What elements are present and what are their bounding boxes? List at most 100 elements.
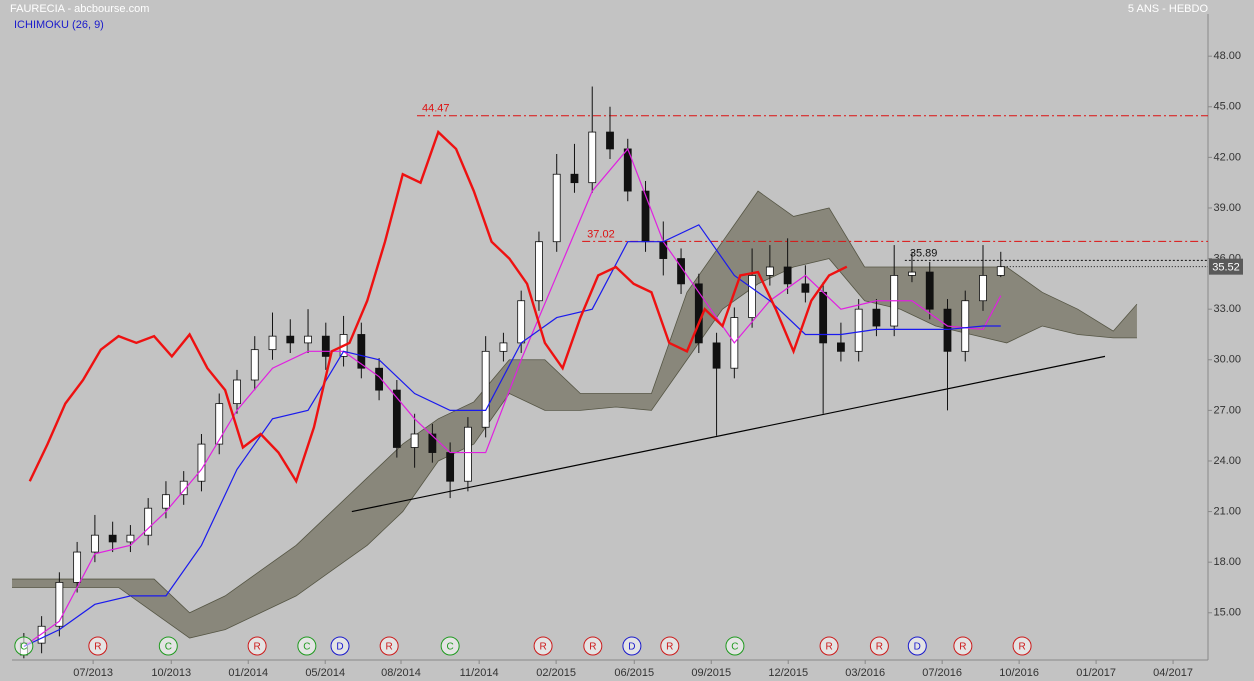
signal-label: C: [165, 642, 172, 653]
candle-body: [215, 403, 224, 445]
signal-marker: [583, 636, 603, 656]
candle-body: [197, 443, 206, 482]
candle-body: [748, 275, 756, 319]
candle-body: [90, 534, 99, 553]
signal-marker: [725, 636, 745, 656]
candle-body: [179, 480, 188, 496]
indicator-line: [23, 224, 1001, 648]
signal-label: R: [94, 642, 101, 653]
candle-body: [606, 131, 614, 150]
x-tick-label: 01/2017: [1076, 667, 1116, 679]
candle-body: [783, 266, 792, 285]
candle-body: [854, 308, 863, 352]
signal-label: R: [825, 642, 832, 653]
cloud-edge: [12, 190, 1138, 614]
candle-body: [517, 300, 526, 344]
x-tick-label: 03/2016: [845, 667, 885, 679]
candle-body: [428, 433, 437, 453]
candle-body: [481, 350, 490, 428]
x-tick-label: 07/2013: [73, 667, 113, 679]
y-tick-label: 27.00: [1213, 404, 1241, 416]
x-tick-label: 11/2014: [460, 667, 499, 679]
candle-body: [588, 131, 597, 184]
candle-body: [162, 494, 170, 509]
signal-label: D: [914, 642, 921, 653]
x-tick-label: 04/2017: [1153, 667, 1193, 679]
signal-label: C: [731, 642, 738, 653]
candle-body: [570, 173, 579, 184]
candle-body: [837, 342, 845, 352]
candle-body: [801, 283, 810, 293]
level-label: 35.89: [910, 247, 938, 259]
signal-label: R: [959, 642, 966, 653]
candle-body: [392, 389, 401, 448]
x-tick-label: 10/2016: [999, 667, 1039, 679]
signal-label: R: [666, 642, 673, 653]
level-label: 37.02: [587, 228, 615, 240]
candle-body: [943, 308, 952, 352]
x-tick-label: 07/2016: [922, 667, 962, 679]
chart-subtitle: 5 ANS - HEBDO: [1128, 3, 1209, 15]
candle-body: [108, 534, 117, 543]
y-tick-label: 24.00: [1213, 455, 1241, 467]
x-tick-label: 10/2013: [151, 667, 191, 679]
candle-body: [464, 426, 472, 482]
candle-body: [250, 349, 259, 381]
indicator-line: [23, 147, 1002, 647]
signal-marker: [869, 636, 889, 656]
candle-body: [552, 173, 561, 243]
candle-body: [908, 271, 916, 276]
candle-body: [268, 335, 277, 351]
y-tick-label: 21.00: [1213, 505, 1241, 517]
candle-body: [872, 308, 881, 327]
signal-marker: [440, 636, 460, 656]
signal-label: R: [386, 642, 393, 653]
signal-label: R: [1018, 642, 1025, 653]
signal-label: R: [539, 642, 546, 653]
candle-body: [357, 334, 366, 369]
signal-label: R: [589, 642, 596, 653]
signal-label: C: [20, 642, 27, 653]
signal-marker: [1012, 636, 1032, 656]
candle-body: [233, 379, 241, 405]
indicator-label: ICHIMOKU (26, 9): [14, 19, 104, 31]
candle-body: [410, 433, 419, 448]
candle-body: [819, 291, 828, 344]
signal-label: R: [254, 642, 261, 653]
signal-marker: [379, 636, 399, 656]
candle-body: [37, 625, 46, 644]
y-tick-label: 18.00: [1213, 556, 1241, 568]
signal-marker: [819, 636, 839, 656]
x-tick-label: 02/2015: [536, 667, 576, 679]
candle-body: [961, 300, 970, 352]
candle-body: [765, 266, 774, 276]
last-price-box: [1209, 258, 1243, 275]
y-tick-label: 45.00: [1213, 101, 1241, 113]
signal-marker: [533, 636, 553, 656]
signal-label: R: [876, 642, 883, 653]
y-tick-label: 15.00: [1213, 607, 1241, 619]
trendline: [351, 355, 1106, 513]
x-tick-label: 06/2015: [614, 667, 654, 679]
candle-body: [925, 271, 934, 310]
signal-marker: [158, 636, 178, 656]
candle-body: [641, 190, 650, 243]
y-tick-label: 30.00: [1213, 354, 1241, 366]
x-tick-label: 05/2014: [305, 667, 345, 679]
candle-body: [144, 507, 153, 536]
candle-body: [321, 335, 330, 357]
candle-body: [126, 534, 135, 543]
cloud-edge: [12, 258, 1137, 639]
candle-body: [499, 342, 508, 352]
signal-label: D: [336, 642, 343, 653]
candle-body: [375, 367, 383, 391]
candle-body: [55, 582, 64, 627]
signal-label: C: [303, 642, 310, 653]
chart-title: FAURECIA - abcbourse.com: [10, 3, 149, 15]
signal-marker: [88, 636, 108, 656]
y-tick-label: 48.00: [1213, 50, 1241, 62]
last-price-label: 35.52: [1212, 262, 1240, 274]
